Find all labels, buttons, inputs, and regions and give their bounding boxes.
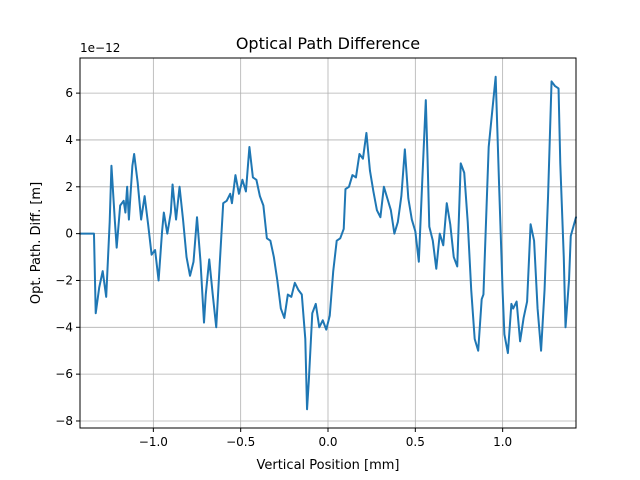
y-axis-ticks: −8 −6 −4 −2 0 2 4 6 — [55, 86, 80, 428]
x-axis-ticks: −1.0 −0.5 0.0 0.5 1.0 — [139, 428, 512, 449]
y-tick-label: 0 — [65, 227, 73, 241]
y-tick-label: 6 — [65, 86, 73, 100]
y-tick-label: −2 — [55, 273, 73, 287]
y-tick-label: −4 — [55, 320, 73, 334]
x-tick-label: −1.0 — [139, 435, 168, 449]
y-axis-label: Opt. Path. Diff. [m] — [29, 182, 44, 304]
x-tick-label: 1.0 — [493, 435, 512, 449]
x-tick-label: −0.5 — [226, 435, 255, 449]
y-tick-label: −6 — [55, 367, 73, 381]
x-tick-label: 0.0 — [318, 435, 337, 449]
x-axis-label: Vertical Position [mm] — [256, 458, 399, 473]
y-axis-offset-text: 1e−12 — [80, 41, 120, 55]
y-tick-label: 2 — [65, 180, 73, 194]
series-layer — [79, 75, 577, 411]
y-tick-label: 4 — [65, 133, 73, 147]
x-tick-label: 0.5 — [406, 435, 425, 449]
chart-title: Optical Path Difference — [236, 34, 420, 53]
y-tick-label: −8 — [55, 414, 73, 428]
series-line — [79, 75, 577, 411]
